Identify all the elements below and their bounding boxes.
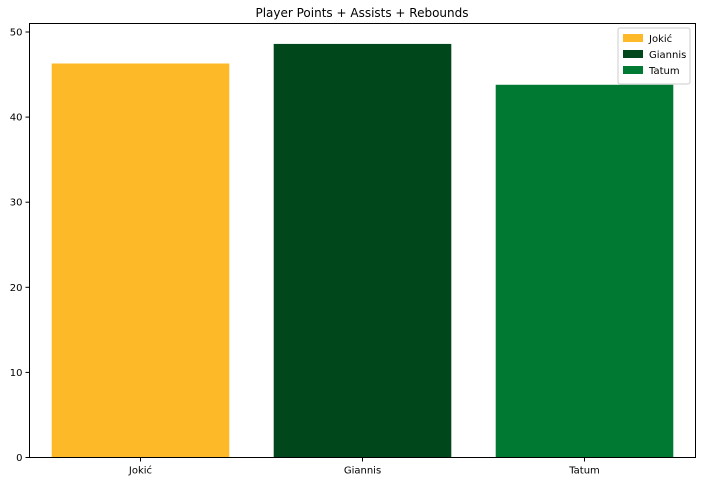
y-tick-label-4: 40 <box>10 113 23 124</box>
x-tick-label-1: Giannis <box>344 466 381 477</box>
y-tick-label-1: 10 <box>10 368 23 379</box>
legend-swatch-0 <box>623 34 643 42</box>
plot-frame <box>29 23 696 458</box>
bars-group <box>51 43 674 458</box>
legend: Jokić Giannis Tatum <box>617 27 691 85</box>
x-tick-label-2: Tatum <box>568 466 600 477</box>
y-tick-label-0: 0 <box>16 453 22 464</box>
legend-label-2: Tatum <box>648 66 680 77</box>
y-tick-label-2: 20 <box>10 283 23 294</box>
bar-1 <box>273 43 452 458</box>
chart-title: Player Points + Assists + Rebounds <box>255 6 468 20</box>
legend-label-0: Jokić <box>648 33 672 45</box>
y-axis: 0 10 20 30 40 50 <box>10 28 30 464</box>
legend-label-1: Giannis <box>649 50 686 61</box>
x-axis: Jokić Giannis Tatum <box>128 457 600 477</box>
y-tick-label-5: 50 <box>10 28 23 39</box>
legend-swatch-2 <box>623 66 643 74</box>
y-tick-label-3: 30 <box>10 198 23 209</box>
x-tick-label-0: Jokić <box>128 465 152 477</box>
bar-2 <box>495 84 674 458</box>
legend-swatch-1 <box>623 50 643 58</box>
bar-0 <box>51 63 230 458</box>
